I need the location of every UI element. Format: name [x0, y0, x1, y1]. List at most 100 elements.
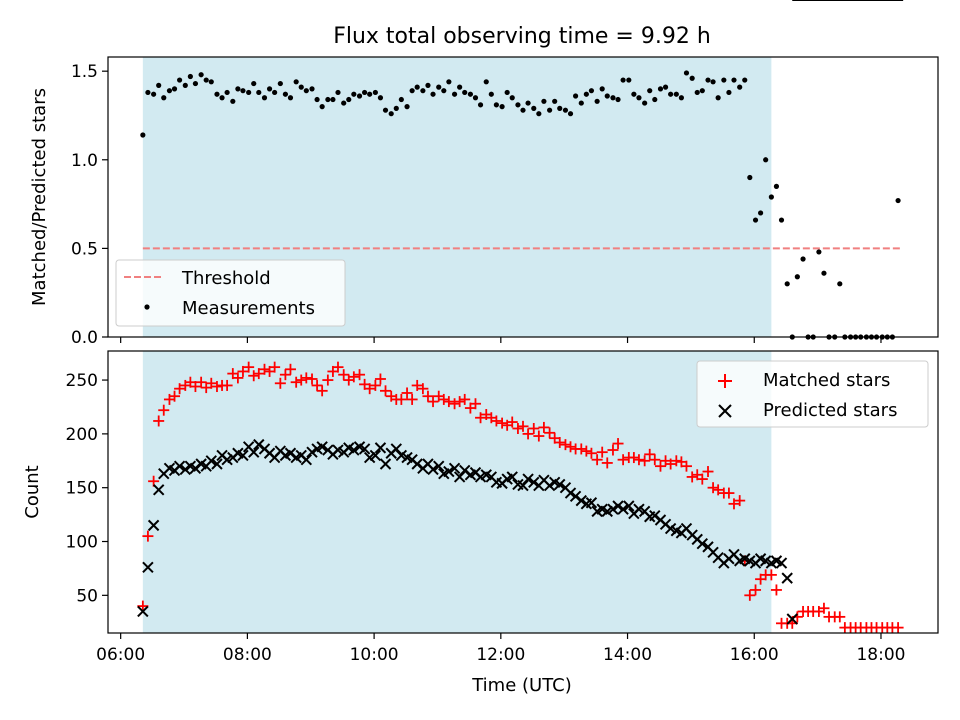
- matched-star-point: [374, 373, 386, 385]
- predicted-star-point: [612, 500, 624, 512]
- matched-star-point: [401, 387, 413, 399]
- matched-star-point: [670, 455, 682, 467]
- x-axis: 06:00 08:00 10:00 12:00 14:00 16:00 18:00: [96, 633, 905, 665]
- matched-star-point: [274, 377, 286, 389]
- measurement-point: [477, 102, 484, 108]
- matched-star-point: [680, 460, 692, 472]
- measurement-point: [694, 89, 700, 96]
- measurement-point: [499, 104, 505, 110]
- matched-star-point: [243, 361, 255, 373]
- matched-star-point: [454, 396, 466, 408]
- predicted-star-point: [528, 476, 540, 489]
- bottom-y-tick-label: 150: [66, 479, 98, 499]
- matched-star-point: [591, 454, 603, 466]
- predicted-star-point: [348, 444, 360, 456]
- matched-star-point: [316, 385, 328, 397]
- matched-star-point: [607, 444, 619, 456]
- top-legend-box: [115, 259, 346, 327]
- measurement-point: [287, 95, 294, 101]
- matched-star-point: [406, 393, 418, 405]
- measurement-point: [647, 88, 653, 94]
- measurement-point: [192, 80, 199, 87]
- measurement-point: [409, 88, 415, 94]
- measurement-point: [557, 105, 563, 111]
- measurements-legend-marker: [144, 304, 150, 310]
- predicted-star-point: [205, 455, 217, 467]
- matched-star-point: [449, 398, 461, 410]
- measurement-point: [747, 174, 753, 181]
- measurement-point: [171, 86, 178, 92]
- measurement-point: [261, 95, 268, 101]
- measurement-point: [594, 98, 600, 104]
- measurement-point: [282, 91, 289, 97]
- matched-star-point: [354, 369, 366, 381]
- measurement-point: [235, 86, 241, 92]
- matched-star-point: [712, 484, 724, 496]
- matched-star-point: [443, 396, 455, 408]
- bottom-y-tick-label: 50: [76, 586, 98, 606]
- matched-star-point: [348, 371, 360, 383]
- matched-star-point: [306, 373, 318, 385]
- matched-star-point: [565, 441, 577, 453]
- matched-star-point: [702, 466, 714, 478]
- measurement-point: [224, 89, 230, 96]
- measurement-point: [773, 183, 780, 189]
- predicted-star-point: [147, 519, 160, 532]
- matched-star-point: [544, 427, 556, 439]
- matched-star-point: [158, 404, 170, 416]
- matched-star-point: [364, 383, 376, 395]
- measurement-point: [737, 84, 743, 90]
- measurement-point: [414, 84, 420, 90]
- matched-star-point: [148, 475, 160, 487]
- predicted-star-point: [374, 442, 387, 454]
- predicted-star-point: [607, 503, 619, 515]
- measurement-point: [504, 89, 510, 96]
- measurement-point: [341, 100, 347, 106]
- measurement-point: [457, 84, 463, 90]
- matched-star-point: [723, 487, 735, 499]
- measurement-point: [198, 72, 204, 78]
- predicted-star-point: [443, 465, 455, 478]
- measurement-point: [319, 104, 325, 110]
- measurement-point: [176, 77, 183, 83]
- measurement-point: [446, 79, 452, 85]
- matched-star-point: [248, 370, 260, 382]
- matched-star-point: [575, 443, 587, 455]
- measurement-point: [604, 93, 610, 99]
- matched-star-point: [290, 376, 302, 388]
- matched-star-point: [332, 361, 344, 373]
- measurement-point: [436, 84, 442, 90]
- matched-star-point: [707, 482, 719, 494]
- predicted-star-point: [623, 500, 635, 512]
- matched-star-point: [522, 428, 534, 440]
- measurement-point: [493, 102, 499, 108]
- matched-star-point: [506, 416, 518, 428]
- matched-star-point: [512, 422, 524, 434]
- measurement-point: [631, 91, 637, 97]
- measurement-point: [705, 77, 711, 83]
- matched-legend-label: Matched stars: [763, 370, 890, 391]
- bottom-y-tick-label: 200: [66, 425, 98, 445]
- predicted-star-point: [316, 441, 328, 453]
- bottom-plot-frame: [107, 350, 939, 634]
- measurement-point: [346, 96, 352, 103]
- predicted-star-point: [379, 458, 392, 470]
- predicted-legend-label: Predicted stars: [763, 400, 897, 421]
- matched-star-point: [528, 422, 540, 434]
- matched-stars-points: [137, 361, 904, 634]
- matched-star-point: [559, 439, 571, 451]
- matched-star-point: [469, 398, 481, 410]
- measurement-point: [525, 100, 531, 106]
- measurement-point: [731, 77, 737, 83]
- predicted-star-point: [775, 557, 788, 569]
- measurement-point: [230, 98, 236, 104]
- measurement-point: [752, 217, 759, 223]
- matched-star-point: [380, 385, 392, 397]
- measurement-point: [821, 270, 827, 276]
- predicted-star-point: [781, 572, 793, 584]
- measurement-point: [768, 194, 774, 200]
- measurement-point: [441, 88, 447, 94]
- predicted-stars-points: [137, 0, 904, 625]
- bottom-y-tick-label: 250: [66, 371, 98, 391]
- predicted-star-point: [522, 473, 534, 485]
